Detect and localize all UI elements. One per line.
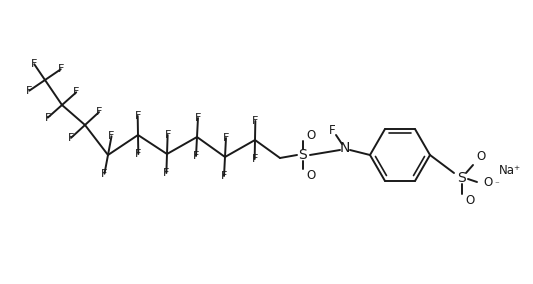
- Text: F: F: [195, 113, 201, 123]
- Text: F: F: [329, 124, 335, 137]
- Text: F: F: [193, 151, 199, 161]
- Text: S: S: [298, 148, 308, 162]
- Text: O: O: [306, 168, 316, 181]
- Text: F: F: [223, 133, 229, 143]
- Text: Na⁺: Na⁺: [499, 164, 521, 176]
- Text: F: F: [26, 86, 33, 96]
- Text: F: F: [252, 116, 259, 126]
- Text: N: N: [340, 141, 350, 155]
- Text: O: O: [483, 176, 492, 189]
- Text: F: F: [165, 130, 171, 140]
- Text: O: O: [306, 128, 316, 141]
- Text: F: F: [163, 168, 169, 178]
- Text: F: F: [101, 169, 108, 179]
- Text: O: O: [465, 193, 474, 206]
- Text: S: S: [458, 171, 466, 185]
- Text: F: F: [134, 111, 141, 121]
- Text: F: F: [108, 131, 115, 141]
- Text: F: F: [221, 171, 227, 181]
- Text: F: F: [96, 107, 102, 117]
- Text: O: O: [477, 149, 486, 162]
- Text: F: F: [31, 59, 37, 69]
- Text: F: F: [45, 113, 51, 123]
- Text: F: F: [135, 149, 141, 159]
- Text: ⁻: ⁻: [495, 181, 499, 189]
- Text: F: F: [252, 154, 258, 164]
- Text: F: F: [58, 64, 64, 74]
- Text: F: F: [68, 133, 74, 143]
- Text: F: F: [73, 87, 79, 97]
